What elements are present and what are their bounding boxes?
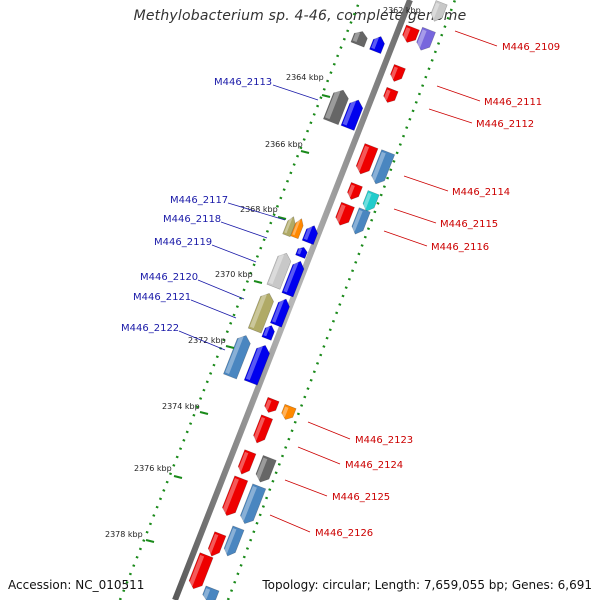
gene-label-M446_2115: M446_2115 <box>440 219 498 230</box>
gene-feature-15 <box>351 207 371 235</box>
gene-label-M446_2118: M446_2118 <box>163 214 221 225</box>
gene-feature-24 <box>261 325 275 341</box>
gene-feature-36 <box>188 552 214 590</box>
gene-feature-7 <box>383 86 399 103</box>
leader-line <box>393 208 437 224</box>
gene-feature-13 <box>362 190 380 212</box>
tick-label: 2374 kbp <box>162 402 200 411</box>
tick-mark <box>225 345 235 349</box>
gene-label-M446_2109: M446_2109 <box>502 42 560 53</box>
gene-label-M446_2123: M446_2123 <box>355 435 413 446</box>
gene-feature-8 <box>322 89 349 126</box>
accession-text: Accession: NC_010511 <box>8 578 145 592</box>
gene-feature-17 <box>290 218 304 240</box>
tick-mark <box>300 150 310 154</box>
gene-feature-37 <box>202 585 220 600</box>
leader-line <box>307 421 351 440</box>
gene-feature-1 <box>350 31 368 48</box>
leader-line <box>403 175 449 192</box>
gene-feature-11 <box>370 149 396 185</box>
gene-label-M446_2125: M446_2125 <box>332 492 390 503</box>
tick-label: 2362 kbp <box>383 6 421 15</box>
gene-feature-23 <box>269 298 290 328</box>
gene-label-M446_2111: M446_2111 <box>484 97 542 108</box>
leader-line <box>178 330 226 351</box>
leader-line <box>227 202 286 221</box>
gene-features <box>188 0 448 600</box>
gene-label-M446_2126: M446_2126 <box>315 528 373 539</box>
tick-label: 2370 kbp <box>215 270 253 279</box>
gene-feature-27 <box>264 396 280 413</box>
leader-line <box>269 514 311 533</box>
gene-label-M446_2112: M446_2112 <box>476 119 534 130</box>
tick-marks: 2364 kbp 2366 kbp 2368 kbp 2370 kbp 2372 kbp… <box>105 6 421 543</box>
tick-mark <box>173 475 183 479</box>
gene-feature-5 <box>430 0 448 22</box>
leader-line <box>211 244 257 263</box>
gene-feature-16 <box>282 216 296 238</box>
gene-label-M446_2122: M446_2122 <box>121 323 179 334</box>
tick-label: 2372 kbp <box>188 336 226 345</box>
gene-labels: M446_2113 M446_2117 M446_2118 M446_2119 M446… <box>121 42 560 539</box>
gene-feature-30 <box>237 449 257 475</box>
leader-line <box>297 446 341 465</box>
leader-line <box>190 299 237 319</box>
gene-label-M446_2124: M446_2124 <box>345 460 403 471</box>
gene-feature-31 <box>255 454 277 483</box>
leader-line <box>220 221 268 239</box>
gene-feature-2 <box>369 36 385 55</box>
gene-feature-32 <box>221 475 249 516</box>
gene-feature-21 <box>281 260 305 298</box>
gene-label-M446_2121: M446_2121 <box>133 292 191 303</box>
gene-feature-3 <box>402 24 420 43</box>
gene-feature-6 <box>390 63 406 82</box>
gene-feature-4 <box>416 26 436 51</box>
gene-feature-19 <box>295 247 308 259</box>
gene-feature-18 <box>301 225 319 245</box>
genome-backbone <box>172 0 413 600</box>
leader-line <box>428 108 473 124</box>
gene-feature-26 <box>243 345 270 386</box>
leader-line <box>454 30 498 47</box>
map-title: Methylobacterium sp. 4-46, complete geno… <box>133 8 467 24</box>
tick-label: 2376 kbp <box>134 464 172 473</box>
gene-feature-14 <box>335 201 355 226</box>
tick-mark <box>253 280 263 284</box>
tick-label: 2378 kbp <box>105 530 143 539</box>
tick-mark <box>199 411 209 415</box>
gene-feature-35 <box>223 525 245 557</box>
leader-line <box>284 479 328 497</box>
gene-feature-29 <box>252 414 274 444</box>
tick-mark <box>145 539 155 543</box>
gene-label-M446_2117: M446_2117 <box>170 195 228 206</box>
leader-line <box>436 85 481 102</box>
gene-feature-9 <box>340 99 364 131</box>
tick-mark <box>277 216 287 220</box>
gene-label-M446_2119: M446_2119 <box>154 237 212 248</box>
gene-feature-25 <box>223 335 251 380</box>
gene-feature-34 <box>207 531 227 557</box>
leader-line <box>383 230 428 247</box>
label-leaders <box>178 30 498 533</box>
gene-feature-10 <box>355 143 379 175</box>
gene-feature-12 <box>347 181 363 200</box>
gene-feature-20 <box>266 252 292 290</box>
gene-feature-28 <box>281 403 297 420</box>
gene-label-M446_2114: M446_2114 <box>452 187 510 198</box>
gene-feature-33 <box>239 483 267 524</box>
gene-label-M446_2120: M446_2120 <box>140 272 198 283</box>
gene-label-M446_2116: M446_2116 <box>431 242 489 253</box>
tick-label: 2368 kbp <box>240 205 278 214</box>
summary-text: Topology: circular; Length: 7,659,055 bp… <box>262 578 592 592</box>
gene-feature-22 <box>247 293 274 334</box>
tick-label: 2364 kbp <box>286 73 324 82</box>
tick-mark <box>321 94 331 98</box>
gene-label-M446_2113: M446_2113 <box>214 77 272 88</box>
tick-label: 2366 kbp <box>265 140 303 149</box>
leader-line <box>197 279 245 300</box>
leader-line <box>272 84 319 101</box>
